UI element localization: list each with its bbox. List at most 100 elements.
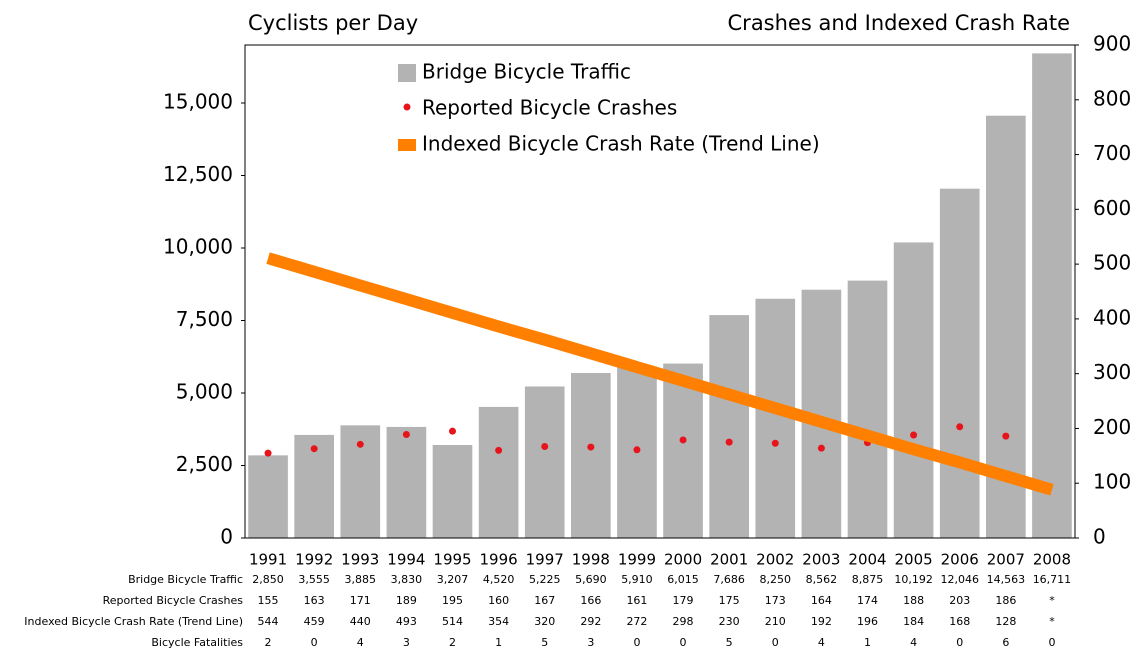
x-tick-label: 1998 xyxy=(572,551,610,569)
y2-tick-label: 900 xyxy=(1093,32,1131,56)
table-cell: 14,563 xyxy=(987,573,1026,586)
table-cell: 189 xyxy=(396,594,417,607)
x-tick-label: 1993 xyxy=(341,551,379,569)
table-cell: 184 xyxy=(903,615,924,628)
y2-tick-label: 300 xyxy=(1093,360,1131,384)
table-cell: 5 xyxy=(541,636,548,649)
table-cell: 179 xyxy=(673,594,694,607)
table-cell: 163 xyxy=(304,594,325,607)
crash-dot xyxy=(817,444,825,452)
table-cell: 1 xyxy=(495,636,502,649)
table-cell: 0 xyxy=(311,636,318,649)
table-cell: 440 xyxy=(350,615,371,628)
y-tick-label: 7,500 xyxy=(176,307,233,331)
x-tick-label: 1997 xyxy=(526,551,564,569)
crash-dot xyxy=(356,440,364,448)
crash-dot xyxy=(725,438,733,446)
y2-tick-label: 100 xyxy=(1093,470,1131,494)
x-tick-label: 2002 xyxy=(756,551,794,569)
y-tick-label: 12,500 xyxy=(163,162,233,186)
x-tick-label: 2001 xyxy=(710,551,748,569)
x-tick-label: 2000 xyxy=(664,551,702,569)
table-cell: 5,225 xyxy=(529,573,561,586)
crash-dot xyxy=(541,443,549,451)
crash-dot xyxy=(264,449,272,457)
table-cell: 210 xyxy=(765,615,786,628)
y2-tick-label: 600 xyxy=(1093,196,1131,220)
table-cell: 0 xyxy=(772,636,779,649)
table-cell: 128 xyxy=(995,615,1016,628)
table-cell: 10,192 xyxy=(894,573,933,586)
x-tick-label: 1999 xyxy=(618,551,656,569)
table-cell: 3,885 xyxy=(345,573,377,586)
table-cell: 1 xyxy=(864,636,871,649)
table-cell: 164 xyxy=(811,594,832,607)
table-cell: * xyxy=(1049,594,1055,607)
table-cell: 320 xyxy=(534,615,555,628)
crash-dot xyxy=(495,446,503,454)
bar xyxy=(939,188,980,538)
crash-dot xyxy=(771,439,779,447)
table-cell: 12,046 xyxy=(940,573,979,586)
y2-tick-label: 200 xyxy=(1093,415,1131,439)
table-cell: 186 xyxy=(995,594,1016,607)
table-cell: 4 xyxy=(357,636,364,649)
bar xyxy=(1032,53,1072,538)
bar xyxy=(248,455,288,538)
y2-tick-label: 0 xyxy=(1093,525,1106,549)
table-cell: 2 xyxy=(449,636,456,649)
table-cell: 6,015 xyxy=(667,573,699,586)
table-cell: 493 xyxy=(396,615,417,628)
table-cell: 4,520 xyxy=(483,573,515,586)
bar xyxy=(709,315,749,538)
x-tick-label: 2007 xyxy=(987,551,1025,569)
table-cell: * xyxy=(1049,615,1055,628)
table-cell: 0 xyxy=(680,636,687,649)
bar xyxy=(571,372,611,538)
table-cell: 166 xyxy=(580,594,601,607)
plot-frame xyxy=(244,44,1076,539)
table-cell: 16,711 xyxy=(1033,573,1072,586)
table-cell: 354 xyxy=(488,615,509,628)
table-cell: 2 xyxy=(265,636,272,649)
bar xyxy=(755,298,796,538)
table-cell: 160 xyxy=(488,594,509,607)
x-tick-label: 1995 xyxy=(433,551,471,569)
crash-dot xyxy=(910,431,918,439)
table-cell: 6 xyxy=(1002,636,1009,649)
x-tick-label: 2004 xyxy=(848,551,886,569)
y2-tick-label: 400 xyxy=(1093,305,1131,329)
y-tick-label: 5,000 xyxy=(176,380,233,404)
legend-label: Bridge Bicycle Traffic xyxy=(422,60,631,84)
crash-dot xyxy=(956,423,964,431)
bar xyxy=(893,242,934,538)
y2-tick-label: 500 xyxy=(1093,251,1131,275)
table-cell: 3,830 xyxy=(391,573,423,586)
table-cell: 8,875 xyxy=(852,573,884,586)
x-tick-label: 2006 xyxy=(941,551,979,569)
table-cell: 272 xyxy=(626,615,647,628)
bar xyxy=(524,386,565,538)
crash-dot xyxy=(633,446,641,454)
table-cell: 203 xyxy=(949,594,970,607)
table-cell: 544 xyxy=(258,615,279,628)
y2-tick-label: 800 xyxy=(1093,86,1131,110)
table-cell: 8,562 xyxy=(806,573,838,586)
table-cell: 7,686 xyxy=(713,573,745,586)
table-cell: 3,555 xyxy=(298,573,330,586)
legend-swatch xyxy=(398,64,416,82)
crash-dot xyxy=(679,436,687,444)
crash-dot xyxy=(449,427,456,435)
table-cell: 3 xyxy=(587,636,594,649)
table-cell: 173 xyxy=(765,594,786,607)
y2-title: Crashes and Indexed Crash Rate xyxy=(728,11,1070,35)
table-cell: 298 xyxy=(673,615,694,628)
table-cell: 3,207 xyxy=(437,573,469,586)
x-tick-label: 2003 xyxy=(802,551,840,569)
y-tick-label: 10,000 xyxy=(163,235,233,259)
table-cell: 5,910 xyxy=(621,573,653,586)
table-row-label: Bridge Bicycle Traffic xyxy=(128,573,243,586)
x-tick-label: 1991 xyxy=(249,551,287,569)
bar xyxy=(386,426,427,538)
